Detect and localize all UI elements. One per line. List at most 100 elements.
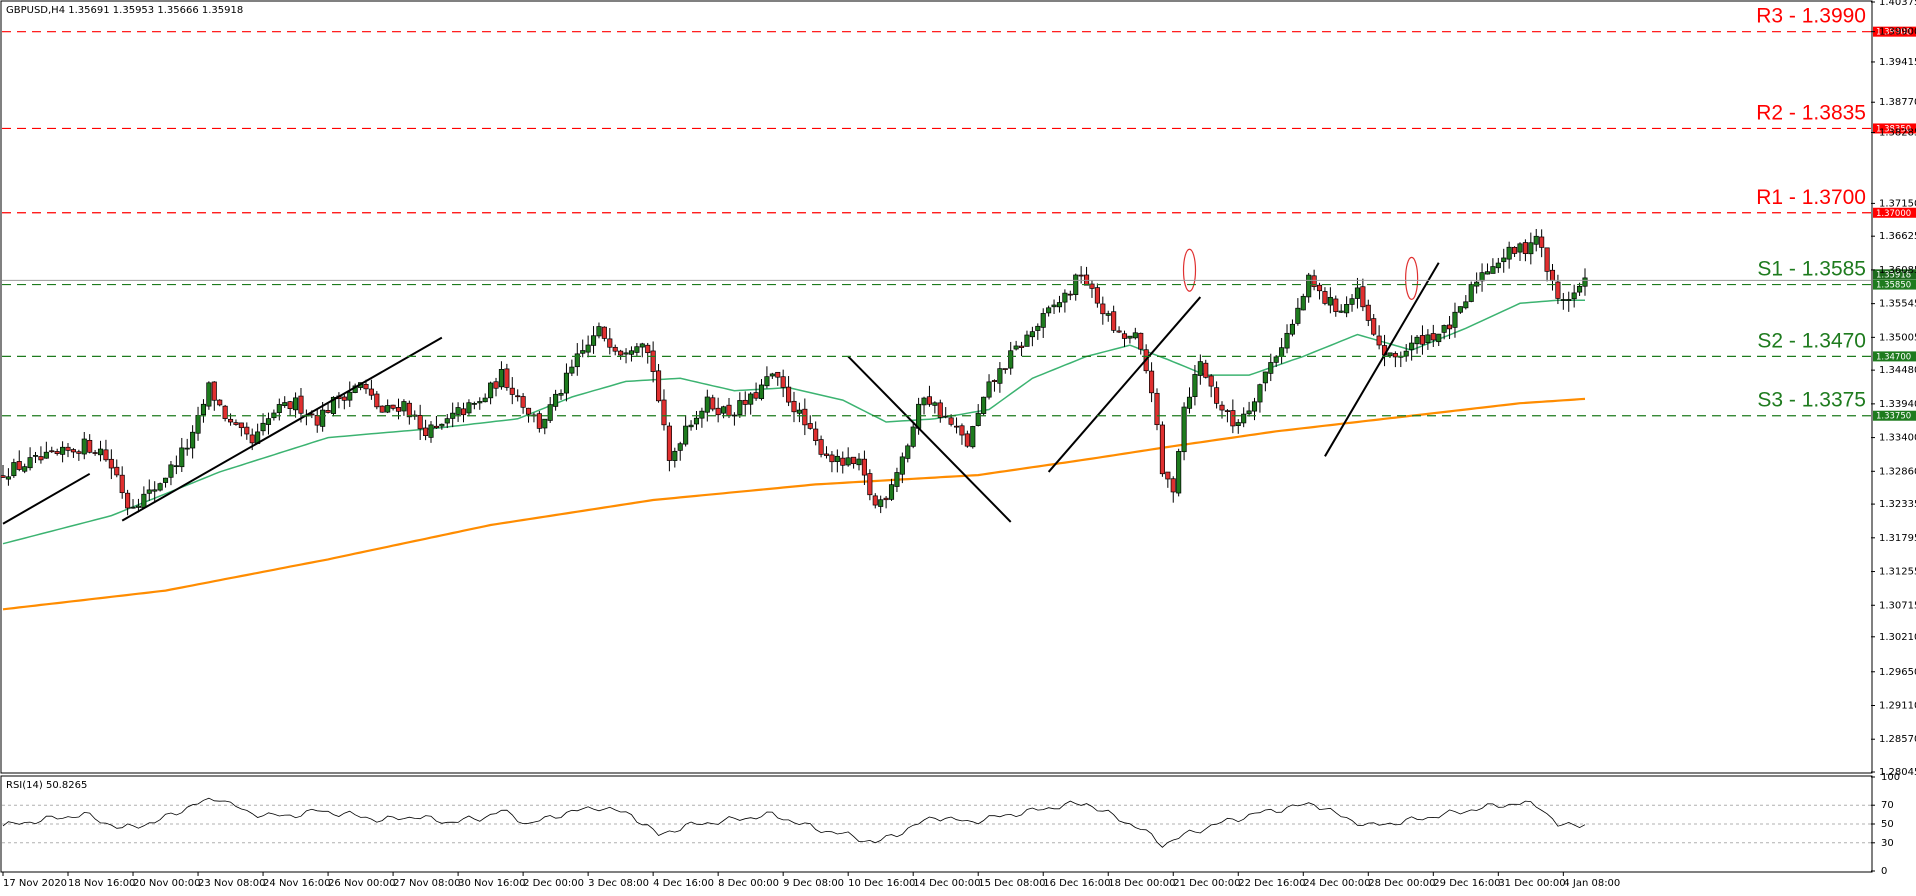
time-tick-label: 24 Dec 00:00 (1303, 878, 1370, 889)
candle-bull (975, 412, 981, 426)
candle-bear (525, 407, 532, 415)
candle-bear (661, 399, 667, 426)
time-tick-label: 17 Nov 2020 (3, 878, 67, 889)
rsi-tick-label: 100 (1881, 772, 1900, 783)
time-tick-label: 30 Nov 16:00 (458, 878, 525, 889)
candle-bull (683, 425, 689, 445)
candle-bull (1414, 336, 1420, 345)
candle-bull (634, 346, 640, 353)
candle-bear (1002, 368, 1008, 370)
price-tag-label: 1.34700 (1876, 352, 1911, 362)
candle-bear (1165, 471, 1171, 480)
candle-bull (845, 457, 851, 466)
candle-bull (878, 499, 884, 507)
candle-bear (1138, 332, 1144, 350)
price-tag (1873, 26, 1916, 37)
candle-bear (1154, 392, 1160, 426)
price-panel (0, 0, 1873, 774)
candle-bull (553, 393, 559, 407)
time-tick-label: 4 Dec 16:00 (653, 878, 714, 889)
candle-bull (748, 393, 754, 405)
candle-bull (1441, 325, 1447, 333)
candle-bear (742, 399, 748, 405)
candle-bull (1533, 235, 1539, 245)
price-tag (1873, 123, 1916, 134)
candle-bull (943, 415, 949, 418)
price-tick-label: 1.30715 (1879, 600, 1916, 611)
candle-bear (851, 456, 857, 465)
time-tick-label: 18 Nov 16:00 (68, 878, 135, 889)
candle-bull (986, 381, 992, 398)
candle-bull (1262, 371, 1268, 384)
candle-bull (320, 409, 326, 427)
candle-bull (932, 402, 938, 406)
candle-bull (1436, 333, 1442, 343)
level-label-support: S3 - 1.3375 (1757, 389, 1866, 412)
candle-bear (54, 451, 60, 454)
candle-bear (1376, 335, 1382, 346)
candle-bear (515, 395, 521, 398)
candle-bull (1289, 323, 1295, 335)
candle-bear (1208, 375, 1214, 387)
candle-bull (1040, 313, 1046, 328)
candle-bear (1392, 353, 1398, 358)
candle-bear (1018, 345, 1025, 348)
time-tick-label: 14 Dec 00:00 (913, 878, 980, 889)
price-tick-label: 1.39415 (1879, 57, 1916, 68)
candle-bull (401, 401, 407, 412)
candle-bull (1582, 277, 1588, 287)
candle-bull (1457, 306, 1463, 313)
candle-bear (1230, 410, 1236, 427)
candle-bull (574, 353, 580, 368)
price-tag-label: 1.35850 (1876, 281, 1911, 291)
candle-bear (1111, 311, 1117, 331)
level-label-support: S2 - 1.3470 (1757, 329, 1866, 352)
price-tick-label: 1.33400 (1879, 433, 1916, 444)
candle-bull (677, 443, 683, 451)
candle-bull (1176, 451, 1182, 494)
candle-bear (395, 407, 402, 412)
price-tag-label: 1.38350 (1876, 124, 1911, 134)
candle-bull (693, 417, 700, 425)
candle-bear (379, 405, 385, 413)
candle-bull (1279, 347, 1285, 357)
candle-bear (341, 396, 347, 401)
candle-bull (1354, 287, 1361, 299)
candle-bull (471, 403, 477, 405)
candle-bull (569, 366, 575, 374)
candle-bear (953, 425, 960, 428)
candle-bull (1344, 304, 1350, 314)
ema200-line (2, 397, 1586, 611)
price-tick-label: 1.34480 (1879, 365, 1916, 376)
candle-bear (1170, 478, 1176, 493)
price-tag (1873, 279, 1916, 290)
candle-bear (818, 439, 824, 455)
candle-bull (1490, 266, 1496, 274)
candle-bear (233, 422, 239, 425)
candle-bull (97, 448, 104, 456)
candle-bull (22, 466, 28, 472)
candle-bear (710, 397, 716, 410)
candle-bull (27, 457, 33, 469)
candle-bear (406, 402, 412, 418)
candle-bear (656, 370, 662, 402)
candle-bull (282, 402, 288, 406)
candle-bear (298, 395, 304, 414)
candle-bear (1311, 275, 1317, 287)
candle-bear (861, 458, 867, 476)
candle-bear (70, 449, 76, 453)
candle-bear (802, 408, 808, 426)
candle-bear (114, 466, 120, 476)
price-tick-label: 1.40375 (1879, 0, 1916, 8)
candle-bull (910, 426, 916, 447)
candle-bull (1338, 310, 1344, 313)
candle-bull (721, 406, 727, 414)
candle-bear (650, 350, 656, 372)
time-tick-label: 26 Nov 00:00 (328, 878, 395, 889)
price-tick-label: 1.32860 (1879, 466, 1916, 477)
candle-bull (834, 455, 840, 462)
candle-bull (758, 384, 765, 399)
candle-bull (11, 462, 17, 477)
candle-bear (119, 474, 125, 494)
candle-bear (1224, 410, 1230, 412)
